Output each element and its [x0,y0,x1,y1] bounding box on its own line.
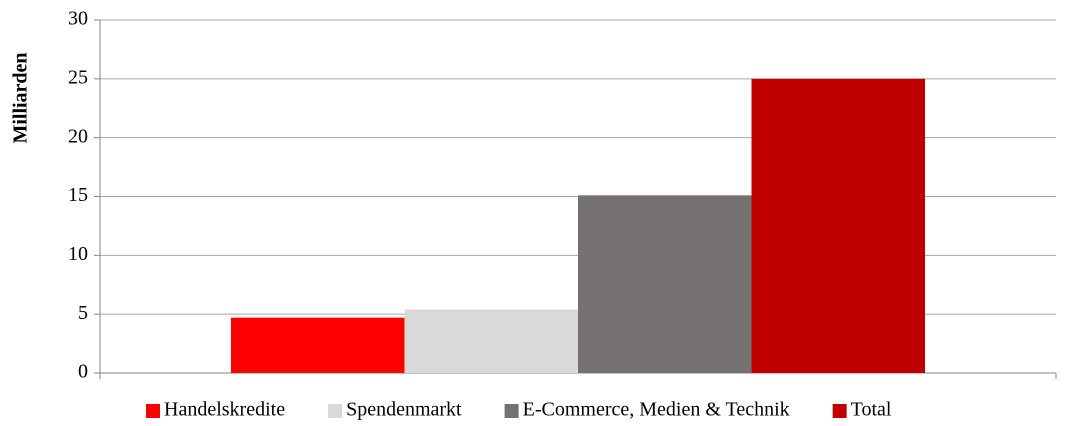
legend-label: Total [851,399,892,421]
bar [404,309,578,373]
legend-swatch [504,404,519,418]
legend-swatch [328,404,343,418]
bar [751,78,926,373]
y-tick-label: 5 [78,302,88,324]
y-tick-label: 15 [68,184,88,206]
bar [230,317,405,373]
y-tick-label: 25 [68,66,88,88]
y-axis-label: Milliarden [10,52,32,143]
y-tick-label: 30 [68,8,88,30]
legend-label: Spendenmarkt [346,399,462,421]
y-tick-label: 10 [68,243,88,265]
legend-swatch [832,404,847,418]
y-tick-label: 0 [78,361,88,383]
legend-swatch [146,404,160,418]
y-tick-label: 20 [68,125,88,147]
bar [578,195,752,373]
legend-label: E-Commerce, Medien & Technik [523,399,790,421]
legend-label: Handelskredite [164,399,285,421]
